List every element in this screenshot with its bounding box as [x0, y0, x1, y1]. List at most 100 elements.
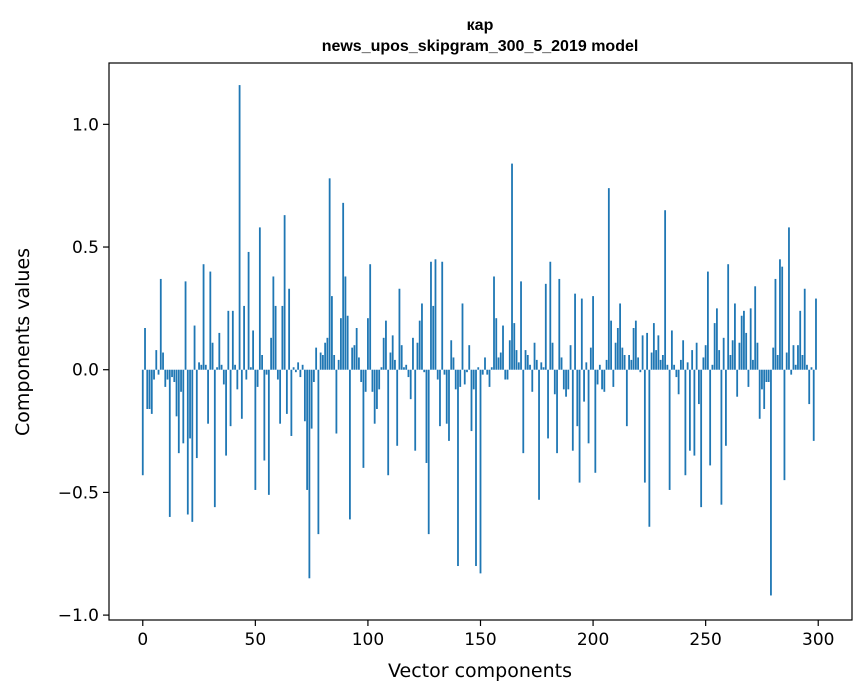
bar-274: [758, 369, 761, 419]
bar-80: [321, 355, 324, 370]
bar-132: [439, 369, 441, 427]
bar-203: [598, 364, 601, 370]
bar-134: [443, 369, 446, 375]
bar-52: [258, 227, 261, 370]
bar-129: [432, 305, 435, 370]
bar-154: [488, 369, 491, 387]
bar-105: [378, 369, 381, 390]
bar-188: [565, 369, 567, 397]
bar-195: [580, 298, 583, 370]
bar-204: [601, 369, 603, 390]
bar-104: [376, 369, 378, 409]
bar-296: [808, 369, 811, 405]
bar-37: [225, 369, 227, 456]
bar-172: [529, 364, 531, 370]
bar-209: [612, 369, 615, 387]
bar-289: [792, 345, 795, 370]
bar-232: [664, 210, 667, 370]
bar-123: [418, 320, 421, 370]
bar-171: [526, 355, 529, 370]
bar-48: [249, 367, 252, 370]
bar-38: [227, 310, 230, 370]
bar-8: [159, 278, 162, 370]
bar-186: [560, 357, 563, 370]
bar-239: [679, 359, 682, 370]
bar-2: [146, 369, 149, 409]
bar-122: [416, 342, 419, 370]
y-tick-label: 0.0: [72, 361, 99, 381]
bar-262: [731, 340, 734, 370]
bar-165: [513, 323, 516, 370]
bar-109: [387, 369, 390, 476]
bar-26: [200, 364, 203, 370]
bar-78: [317, 369, 320, 535]
bar-168: [520, 281, 522, 370]
bars-group: [141, 85, 817, 596]
bar-77: [315, 347, 318, 370]
bar-220: [637, 357, 640, 370]
bar-55: [265, 369, 268, 375]
bar-197: [585, 362, 588, 370]
bar-255: [716, 308, 718, 370]
bar-264: [736, 369, 739, 397]
bar-182: [551, 342, 554, 370]
bar-126: [425, 369, 428, 463]
bar-216: [628, 355, 630, 370]
bar-266: [740, 315, 743, 370]
bar-22: [191, 369, 194, 522]
bar-151: [481, 369, 484, 375]
bar-88: [340, 318, 342, 370]
bar-174: [533, 342, 536, 370]
bar-294: [803, 288, 806, 370]
bar-140: [457, 369, 459, 567]
bar-10: [164, 369, 167, 387]
bar-118: [407, 369, 410, 378]
bar-187: [562, 369, 565, 390]
bar-86: [335, 369, 338, 434]
bar-57: [270, 337, 273, 370]
bar-110: [389, 352, 392, 370]
bar-224: [646, 332, 649, 370]
bar-167: [517, 362, 520, 370]
bar-35: [220, 364, 223, 370]
bar-119: [409, 369, 412, 400]
chart-subtitle: news_upos_skipgram_300_5_2019 model: [322, 38, 639, 55]
bar-233: [666, 364, 669, 370]
bar-227: [652, 323, 655, 370]
bar-222: [641, 335, 644, 370]
bar-79: [319, 352, 322, 370]
bar-219: [634, 320, 637, 370]
bar-295: [806, 364, 808, 370]
bar-297: [810, 367, 813, 370]
bar-201: [594, 369, 597, 473]
bar-70: [299, 369, 302, 378]
bar-228: [655, 350, 658, 370]
bar-113: [396, 369, 399, 446]
bar-283: [779, 259, 781, 370]
bar-138: [452, 357, 455, 370]
x-tick-label: 50: [245, 630, 267, 650]
bar-148: [475, 369, 477, 567]
bar-242: [686, 362, 689, 370]
bar-11: [166, 369, 169, 380]
bar-114: [398, 288, 401, 370]
bar-85: [333, 355, 336, 370]
bar-288: [790, 369, 793, 375]
bar-250: [704, 345, 707, 370]
bar-46: [245, 369, 248, 380]
x-tick-label: 250: [689, 630, 721, 650]
bar-284: [781, 266, 784, 370]
bar-142: [461, 303, 464, 370]
bar-133: [441, 261, 444, 370]
bar-103: [373, 369, 376, 424]
bar-6: [155, 350, 158, 370]
bar-82: [326, 337, 329, 370]
bar-127: [427, 369, 430, 535]
bar-258: [722, 337, 725, 370]
bar-130: [434, 259, 437, 370]
bar-60: [276, 369, 279, 380]
bar-279: [770, 369, 772, 596]
bar-223: [643, 369, 646, 483]
x-tick-label: 300: [802, 630, 834, 650]
bar-0: [141, 369, 144, 476]
